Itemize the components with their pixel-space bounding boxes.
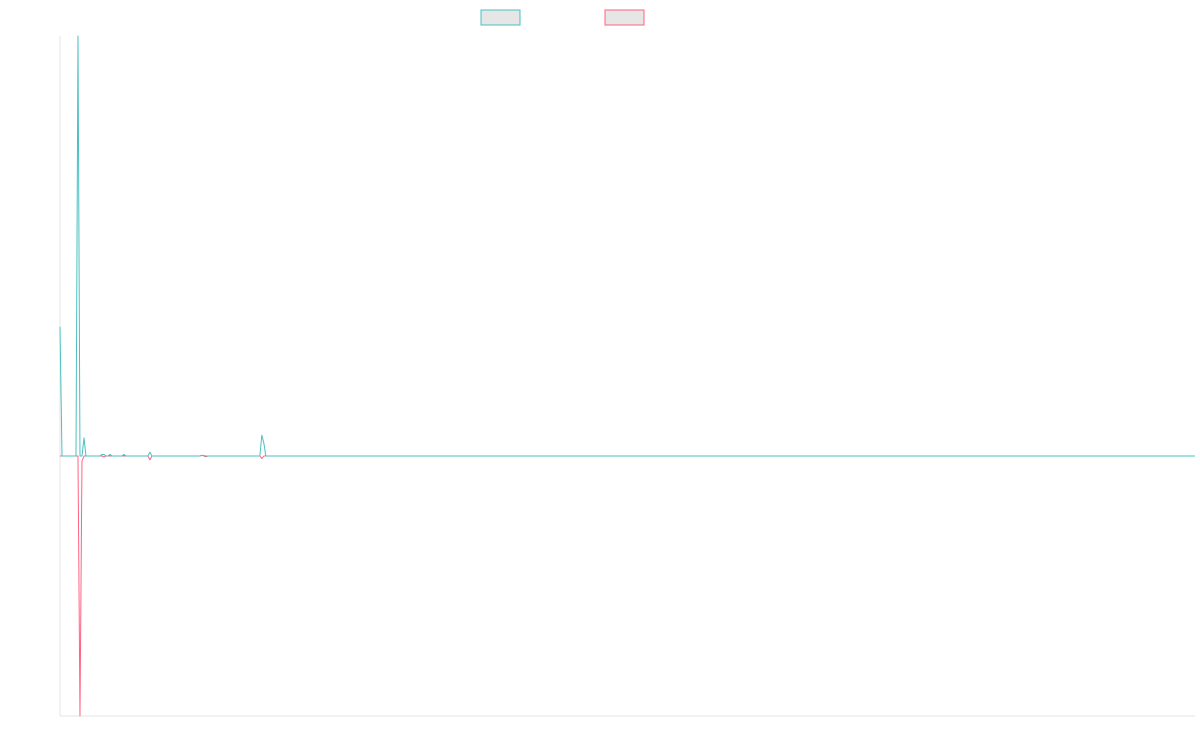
series-line-2	[60, 454, 1195, 717]
series-line-1	[59, 35, 1195, 457]
chart-axes	[59, 36, 1195, 717]
legend	[480, 9, 645, 26]
legend-swatch-2[interactable]	[604, 9, 645, 26]
legend-swatch-1[interactable]	[480, 9, 521, 26]
series-layer	[59, 35, 1195, 717]
